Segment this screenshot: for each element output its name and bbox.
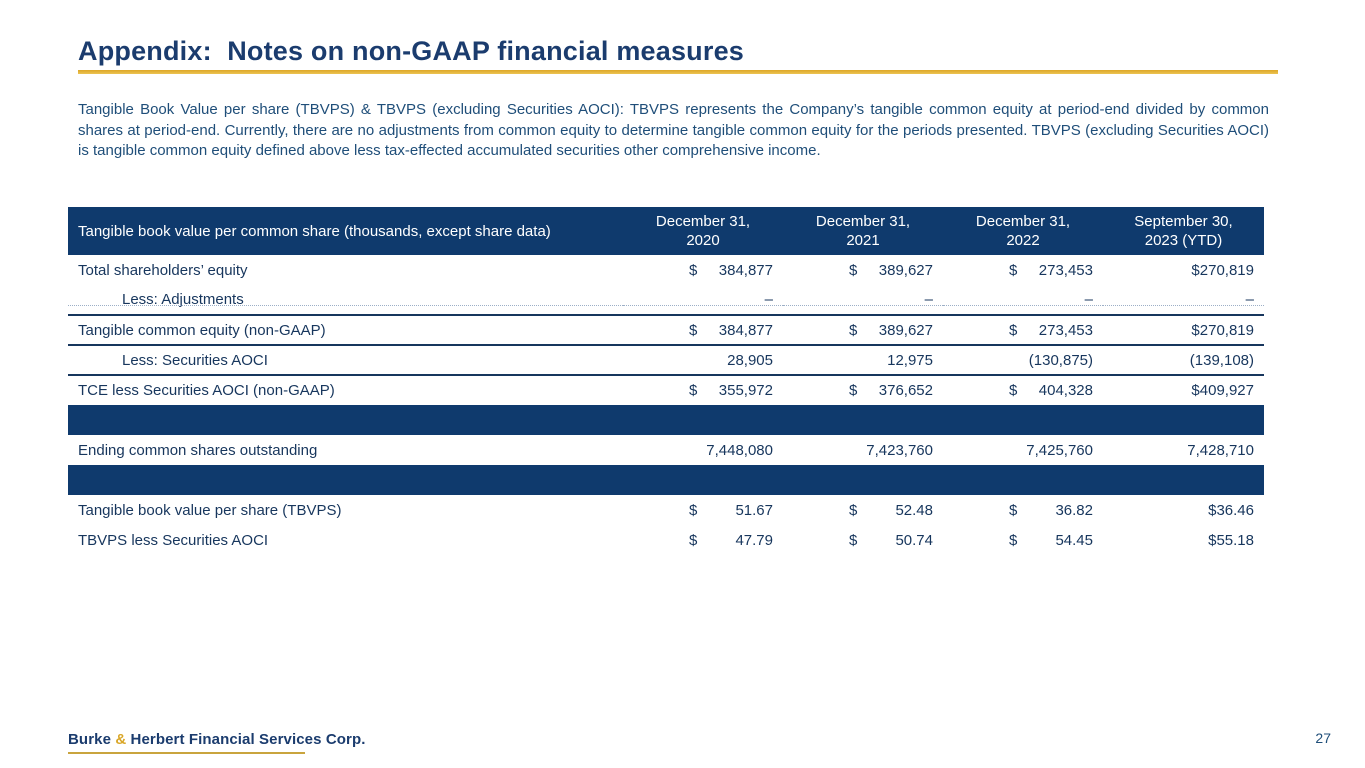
value-cell: $389,627 bbox=[849, 261, 933, 279]
column-header: December 31, 2020 bbox=[623, 207, 783, 255]
value-cell: $389,627 bbox=[783, 314, 943, 346]
row-label: Less: Adjustments bbox=[68, 285, 623, 315]
row-label: TCE less Securities AOCI (non-GAAP) bbox=[78, 382, 335, 399]
value-cell: 7,425,760 bbox=[1026, 441, 1093, 459]
financial-table: Tangible book value per common share (th… bbox=[68, 207, 1264, 555]
value-cell: (130,875) bbox=[943, 345, 1103, 376]
value-cell: – bbox=[943, 285, 1103, 315]
value-cell: – bbox=[783, 285, 943, 315]
row-label: Less: Securities AOCI bbox=[68, 345, 623, 376]
value-cell: 7,448,080 bbox=[706, 441, 773, 459]
logo-ampersand: & bbox=[115, 731, 127, 748]
value-cell: 7,423,760 bbox=[866, 441, 933, 459]
table-row: TBVPS less Securities AOCI $47.79 $50.74 $5… bbox=[68, 525, 1264, 555]
logo-word2: Herbert Financial Services Corp. bbox=[130, 731, 366, 748]
value-cell: $409,927 bbox=[1191, 382, 1254, 399]
column-header: December 31, 2022 bbox=[943, 207, 1103, 255]
row-label: Total shareholders’ equity bbox=[78, 261, 248, 279]
page-title: Appendix: Notes on non-GAAP financial me… bbox=[78, 36, 745, 66]
separator-bar-cell bbox=[68, 465, 1264, 495]
logo-underline bbox=[68, 752, 305, 754]
value-cell: 7,428,710 bbox=[1187, 441, 1254, 459]
logo-word1: Burke bbox=[68, 731, 112, 748]
column-header: December 31, 2021 bbox=[783, 207, 943, 255]
table-row: Tangible common equity (non-GAAP) $384,87… bbox=[68, 314, 1264, 346]
value-cell: $404,328 bbox=[1009, 382, 1093, 399]
table-row: Total shareholders’ equity $384,877 $389,6… bbox=[68, 255, 1264, 285]
value-cell: $36.46 bbox=[1208, 501, 1254, 519]
value-cell: $51.67 bbox=[689, 501, 773, 519]
row-label: TBVPS less Securities AOCI bbox=[78, 531, 269, 549]
value-cell: $50.74 bbox=[849, 531, 933, 549]
table-row: Less: Adjustments – – – – bbox=[68, 285, 1264, 315]
table-header-row: Tangible book value per common share (th… bbox=[68, 207, 1264, 255]
value-cell: – bbox=[1103, 285, 1264, 315]
value-cell: $36.82 bbox=[1009, 501, 1093, 519]
table-row: Ending common shares outstanding 7,448,08… bbox=[68, 435, 1264, 465]
table-row: Tangible book value per share (TBVPS) $51… bbox=[68, 495, 1264, 525]
value-cell: $384,877 bbox=[689, 261, 773, 279]
value-cell: $273,453 bbox=[1009, 261, 1093, 279]
separator-bar bbox=[68, 465, 1264, 495]
value-cell: $355,972 bbox=[689, 382, 773, 399]
value-cell: $384,877 bbox=[623, 314, 783, 346]
page-number: 27 bbox=[1315, 730, 1331, 746]
title-gold-rule bbox=[78, 70, 1278, 74]
value-cell: $270,819 bbox=[1103, 314, 1264, 346]
table-row: Less: Securities AOCI 28,905 12,975 (130,87… bbox=[68, 345, 1264, 376]
table-row: TCE less Securities AOCI (non-GAAP) $355,… bbox=[68, 375, 1264, 405]
value-cell: – bbox=[623, 285, 783, 315]
value-cell: $47.79 bbox=[689, 531, 773, 549]
separator-bar-cell bbox=[68, 405, 1264, 435]
value-cell: 12,975 bbox=[783, 345, 943, 376]
value-cell: $52.48 bbox=[849, 501, 933, 519]
row-label: Tangible book value per share (TBVPS) bbox=[78, 501, 342, 519]
value-cell: $270,819 bbox=[1191, 261, 1254, 279]
value-cell: (139,108) bbox=[1103, 345, 1264, 376]
table-header-label: Tangible book value per common share (th… bbox=[68, 207, 623, 255]
company-logo: Burke & Herbert Financial Services Corp. bbox=[68, 731, 365, 754]
value-cell: $273,453 bbox=[943, 314, 1103, 346]
company-logo-text: Burke & Herbert Financial Services Corp. bbox=[68, 731, 365, 748]
value-cell: $55.18 bbox=[1208, 531, 1254, 549]
table-body: Total shareholders’ equity $384,877 $389,6… bbox=[68, 255, 1264, 555]
value-cell: $54.45 bbox=[1009, 531, 1093, 549]
value-cell: 28,905 bbox=[623, 345, 783, 376]
column-header: September 30, 2023 (YTD) bbox=[1103, 207, 1264, 255]
separator-bar bbox=[68, 405, 1264, 435]
notes-paragraph: Tangible Book Value per share (TBVPS) & … bbox=[78, 101, 1269, 160]
value-cell: $376,652 bbox=[849, 382, 933, 399]
row-label: Tangible common equity (non-GAAP) bbox=[68, 314, 623, 346]
row-label: Ending common shares outstanding bbox=[78, 441, 318, 459]
